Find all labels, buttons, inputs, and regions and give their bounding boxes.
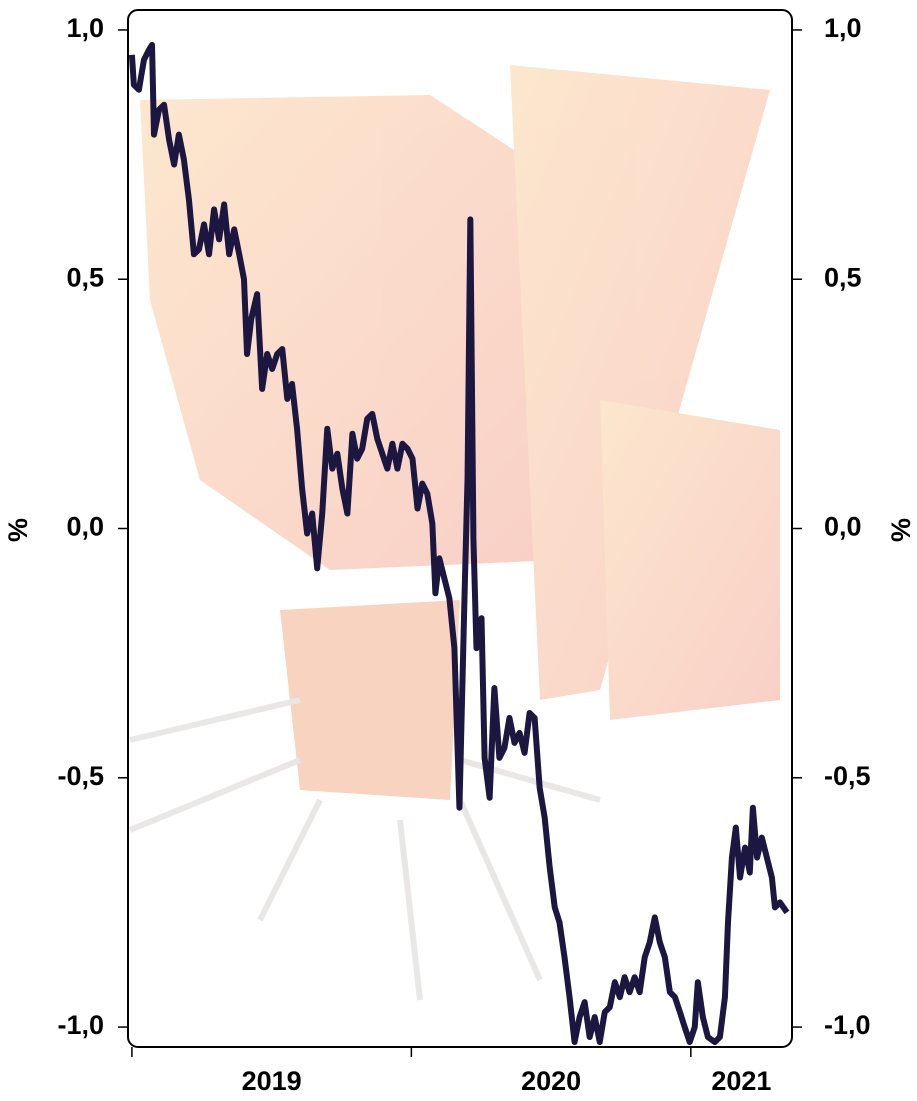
y2-tick-label: 0,0 bbox=[824, 512, 862, 542]
y-tick-label: 0,0 bbox=[66, 512, 104, 542]
y2-tick-label: 0,5 bbox=[824, 262, 862, 292]
y-tick-label: -0,5 bbox=[57, 761, 104, 791]
y-tick-label: -1,0 bbox=[57, 1010, 104, 1040]
x-tick-label: 2021 bbox=[711, 1066, 771, 1096]
plot-area bbox=[128, 41, 790, 1046]
x-tick-label: 2020 bbox=[521, 1066, 581, 1096]
y2-tick-label: -1,0 bbox=[824, 1010, 871, 1040]
y-tick-label: 1,0 bbox=[66, 13, 104, 43]
x-tick-label: 2019 bbox=[242, 1066, 302, 1096]
y2-axis-label: % bbox=[886, 518, 916, 542]
data-line bbox=[128, 41, 790, 1046]
background-art bbox=[128, 65, 780, 1001]
y-axis-label: % bbox=[3, 518, 33, 542]
y-tick-label: 0,5 bbox=[66, 262, 104, 292]
y2-tick-label: -0,5 bbox=[824, 761, 871, 791]
y2-tick-label: 1,0 bbox=[824, 13, 862, 43]
